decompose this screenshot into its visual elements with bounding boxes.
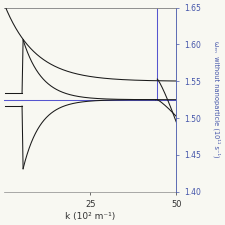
Y-axis label: ωₑₙ  without nanoparticle (10¹¹ s⁻¹): ωₑₙ without nanoparticle (10¹¹ s⁻¹) xyxy=(213,41,221,158)
X-axis label: k (10² m⁻¹): k (10² m⁻¹) xyxy=(65,212,115,221)
